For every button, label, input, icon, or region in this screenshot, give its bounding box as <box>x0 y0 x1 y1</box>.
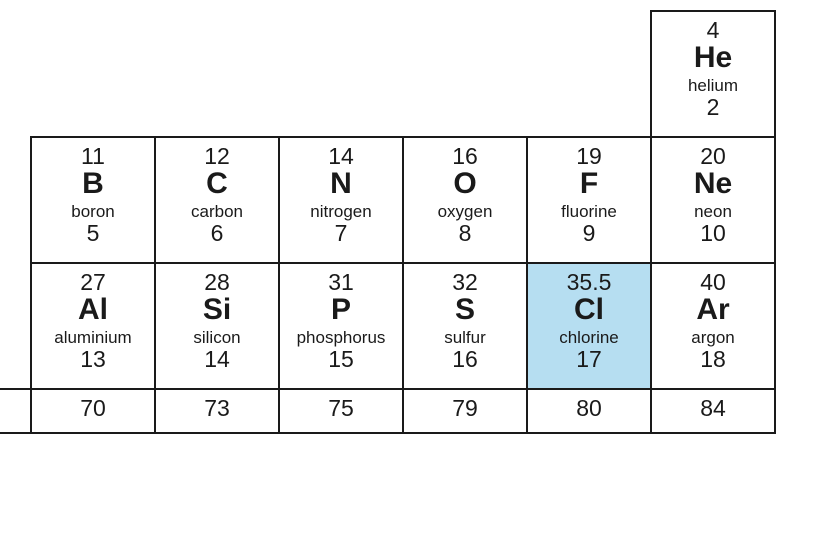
element-symbol: B <box>82 168 104 200</box>
element-cell: 19Ffluorine9 <box>526 136 652 264</box>
element-name: sulfur <box>444 329 486 347</box>
element-name: fluorine <box>561 203 617 221</box>
element-cell: 73 <box>154 388 280 434</box>
element-atomic-number: 9 <box>583 221 596 245</box>
element-mass: 4 <box>707 18 720 42</box>
element-mass: 16 <box>452 144 478 168</box>
element-atomic-number: 8 <box>459 221 472 245</box>
element-atomic-number: 6 <box>211 221 224 245</box>
element-symbol: Ne <box>694 168 732 200</box>
element-symbol: Si <box>203 294 231 326</box>
element-name: helium <box>688 77 738 95</box>
element-cell: 16Ooxygen8 <box>402 136 528 264</box>
element-cell: 14Nnitrogen7 <box>278 136 404 264</box>
element-symbol: Ar <box>696 294 729 326</box>
element-atomic-number: 15 <box>328 347 354 371</box>
element-mass: 40 <box>700 270 726 294</box>
element-mass: 27 <box>80 270 106 294</box>
element-name: carbon <box>191 203 243 221</box>
element-mass: 28 <box>204 270 230 294</box>
element-cell: 35.5Cl chlorine17 <box>526 262 652 390</box>
element-name: neon <box>694 203 732 221</box>
element-symbol: F <box>580 168 598 200</box>
element-atomic-number: 7 <box>335 221 348 245</box>
element-cell: 11Bboron5 <box>30 136 156 264</box>
element-atomic-number: 2 <box>707 95 720 119</box>
element-atomic-number: 16 <box>452 347 478 371</box>
element-atomic-number: 13 <box>80 347 106 371</box>
row-left-stub <box>0 388 32 434</box>
element-symbol: Cl <box>574 294 604 326</box>
element-cell: 27Al aluminium13 <box>30 262 156 390</box>
element-name: boron <box>71 203 114 221</box>
element-symbol: Al <box>78 294 108 326</box>
element-atomic-number: 18 <box>700 347 726 371</box>
element-name: nitrogen <box>310 203 371 221</box>
element-symbol: S <box>455 294 475 326</box>
element-cell: 40Ar argon18 <box>650 262 776 390</box>
element-symbol: C <box>206 168 228 200</box>
element-mass: 79 <box>452 396 478 420</box>
element-atomic-number: 10 <box>700 221 726 245</box>
element-mass: 80 <box>576 396 602 420</box>
element-cell: 32Ssulfur16 <box>402 262 528 390</box>
element-cell: 80 <box>526 388 652 434</box>
element-atomic-number: 14 <box>204 347 230 371</box>
element-mass: 19 <box>576 144 602 168</box>
element-mass: 35.5 <box>567 270 612 294</box>
element-atomic-number: 17 <box>576 347 602 371</box>
element-name: argon <box>691 329 734 347</box>
element-cell: 79 <box>402 388 528 434</box>
element-cell: 84 <box>650 388 776 434</box>
element-name: aluminium <box>54 329 131 347</box>
element-name: silicon <box>193 329 240 347</box>
element-symbol: O <box>453 168 476 200</box>
element-mass: 70 <box>80 396 106 420</box>
element-mass: 32 <box>452 270 478 294</box>
element-cell: 75 <box>278 388 404 434</box>
element-name: phosphorus <box>297 329 386 347</box>
element-cell: 4He helium2 <box>650 10 776 138</box>
element-name: oxygen <box>438 203 493 221</box>
element-mass: 75 <box>328 396 354 420</box>
element-mass: 12 <box>204 144 230 168</box>
element-mass: 20 <box>700 144 726 168</box>
element-mass: 31 <box>328 270 354 294</box>
element-cell: 28Si silicon14 <box>154 262 280 390</box>
element-cell: 31Pphosphorus15 <box>278 262 404 390</box>
element-mass: 84 <box>700 396 726 420</box>
element-symbol: He <box>694 42 732 74</box>
element-symbol: N <box>330 168 352 200</box>
element-symbol: P <box>331 294 351 326</box>
element-name: chlorine <box>559 329 619 347</box>
element-mass: 14 <box>328 144 354 168</box>
element-cell: 12Ccarbon6 <box>154 136 280 264</box>
element-cell: 20Ne neon10 <box>650 136 776 264</box>
element-mass: 11 <box>81 144 105 168</box>
element-cell: 70 <box>30 388 156 434</box>
element-mass: 73 <box>204 396 230 420</box>
element-atomic-number: 5 <box>87 221 100 245</box>
